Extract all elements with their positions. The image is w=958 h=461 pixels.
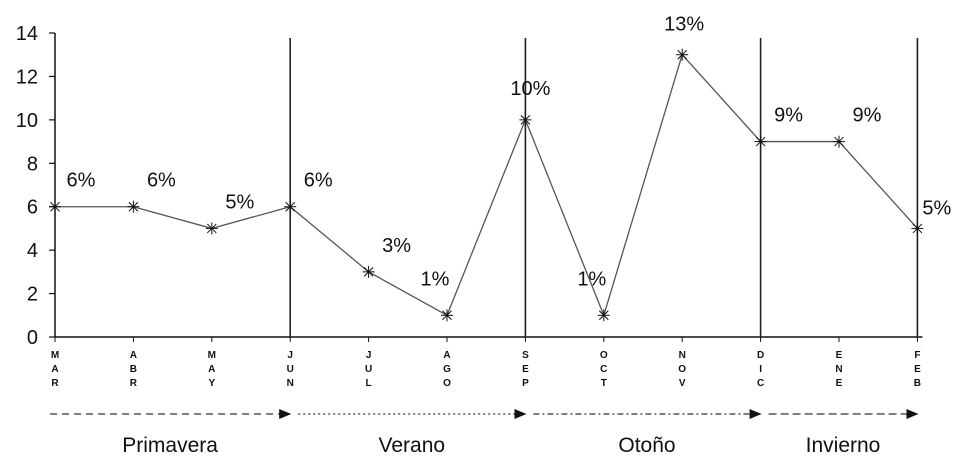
x-tick-letter: O	[678, 364, 686, 375]
x-tick-letter: Y	[208, 378, 215, 389]
x-tick-letter: F	[914, 350, 920, 361]
x-tick-letter: C	[757, 378, 764, 389]
x-tick-letter: U	[287, 364, 294, 375]
x-tick-letter: J	[366, 350, 372, 361]
season-dividers	[289, 38, 919, 337]
x-tick-letter: O	[600, 350, 608, 361]
x-tick-letter: N	[287, 378, 294, 389]
x-tick-letter: A	[208, 364, 215, 375]
x-tick-letter: D	[757, 350, 764, 361]
data-point-abr	[127, 200, 140, 213]
y-tick-label: 12	[16, 66, 38, 88]
x-tick-letter: J	[287, 350, 293, 361]
data-point-may	[205, 222, 218, 235]
x-tick-letter: T	[601, 378, 607, 389]
data-label-nov: 13%	[664, 14, 704, 36]
y-tick-label: 2	[27, 284, 38, 306]
x-tick-letter: R	[51, 378, 59, 389]
x-tick-letter: U	[365, 364, 372, 375]
data-point-sep	[519, 113, 532, 126]
data-label-oct: 1%	[577, 268, 606, 290]
data-label-jun: 6%	[304, 170, 333, 192]
x-tick-letter: N	[679, 350, 686, 361]
data-point-jun	[284, 200, 297, 213]
season-label-2: Otoño	[618, 434, 675, 457]
x-tick-letter: A	[443, 350, 450, 361]
x-tick-letter: A	[130, 350, 137, 361]
y-tick-label: 10	[16, 110, 38, 132]
x-tick-letter: B	[914, 378, 921, 389]
data-label-ene: 9%	[853, 105, 882, 127]
y-tick-label: 4	[27, 240, 38, 262]
data-label-ago: 1%	[421, 268, 450, 290]
season-label-3: Invierno	[806, 434, 881, 457]
data-labels: 6% 6% 5% 6% 3% 1% 10% 1% 13% 9% 9% 5%	[67, 14, 952, 291]
data-label-mar: 6%	[67, 170, 96, 192]
data-point-nov	[676, 48, 689, 61]
x-tick-letter: O	[443, 378, 451, 389]
data-point-dic	[754, 135, 767, 148]
x-tick-letter: R	[130, 378, 138, 389]
y-tick-label: 6	[27, 197, 38, 219]
data-point-ene	[833, 135, 845, 148]
x-tick-letter: N	[835, 364, 842, 375]
series-line	[55, 53, 918, 318]
series	[49, 48, 924, 322]
season-bands: Primavera Verano Otoño Invierno	[50, 409, 919, 457]
x-tick-letter: M	[51, 350, 59, 361]
x-tick-letter: E	[522, 364, 529, 375]
data-point-oct	[597, 309, 610, 322]
data-point-mar	[49, 200, 61, 213]
x-tick-letter: G	[443, 364, 451, 375]
x-tick-letter: B	[130, 364, 137, 375]
data-point-ago	[441, 309, 453, 322]
data-label-dic: 9%	[774, 105, 803, 127]
x-tick-letter: A	[51, 364, 58, 375]
data-label-abr: 6%	[147, 170, 176, 192]
data-point-jul	[362, 265, 375, 278]
data-point-feb	[911, 222, 924, 235]
data-label-feb: 5%	[922, 197, 951, 219]
x-tick-letter: S	[522, 350, 529, 361]
data-label-may: 5%	[225, 191, 254, 213]
x-tick-letter: P	[522, 378, 529, 389]
x-tick-letter: V	[679, 378, 686, 389]
data-label-jul: 3%	[382, 235, 411, 257]
x-tick-letter: M	[208, 350, 216, 361]
y-tick-label: 8	[27, 153, 38, 175]
x-tick-letter: C	[600, 364, 607, 375]
season-label-1: Verano	[379, 434, 446, 457]
data-label-sep: 10%	[510, 78, 550, 100]
x-tick-letter: L	[366, 378, 372, 389]
x-tick-letter: E	[836, 378, 843, 389]
x-tick-labels: M A RA B RM A YJ U NJ U LA G OS E PO C TN O VD I CE N EF E B	[51, 350, 921, 389]
x-tick-letter: E	[836, 350, 843, 361]
y-tick-label: 14	[16, 23, 38, 45]
y-tick-label: 0	[27, 327, 38, 349]
x-tick-letter: E	[914, 364, 921, 375]
season-label-0: Primavera	[122, 434, 218, 457]
axes: 0 2 4 6 8 10 12 14	[16, 23, 923, 349]
x-tick-letter: I	[759, 364, 762, 375]
